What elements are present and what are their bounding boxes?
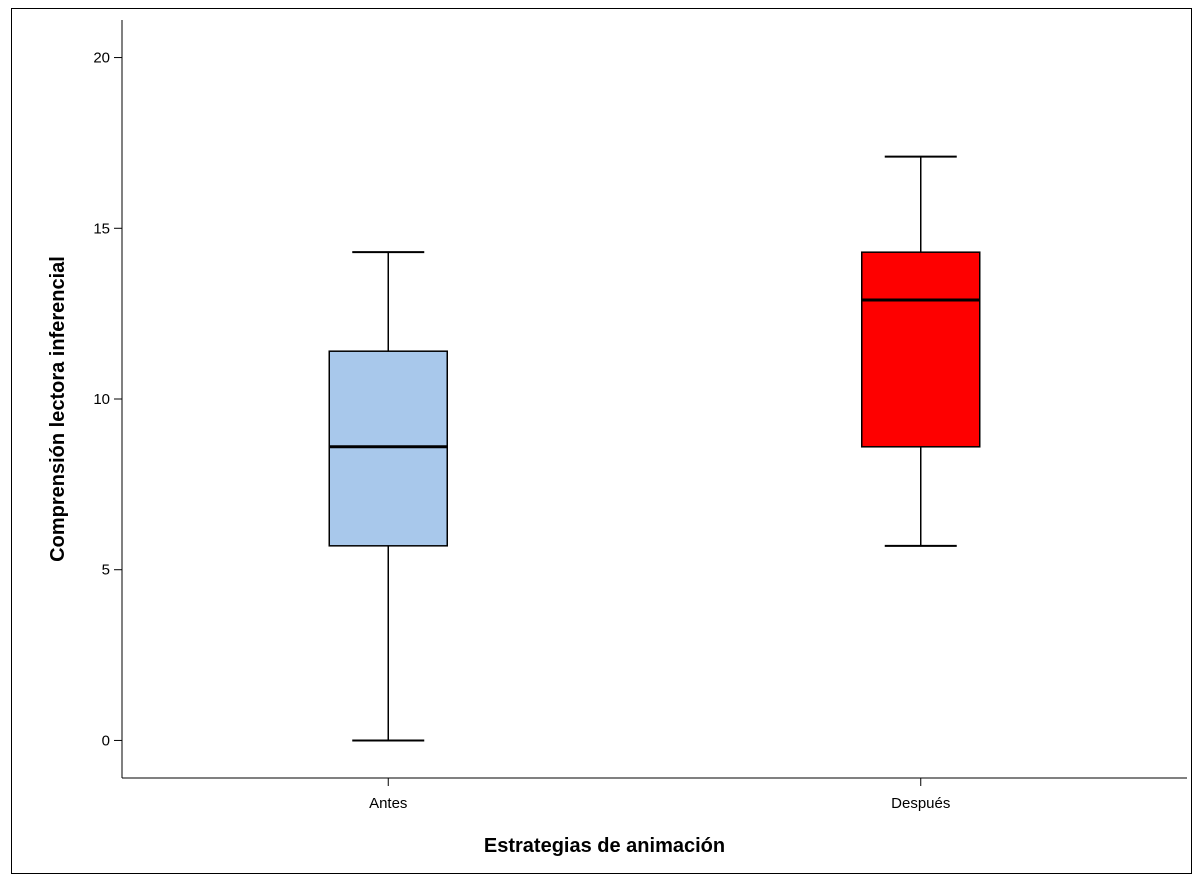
y-axis-title: Comprensión lectora inferencial	[47, 256, 69, 562]
y-ticks: 0 5 10 15 20	[93, 50, 122, 749]
y-tick-label: 0	[102, 732, 110, 749]
chart-frame	[11, 8, 1192, 874]
box-antes	[328, 251, 448, 742]
box-después	[861, 155, 981, 547]
x-ticks: Antes Después	[369, 778, 950, 812]
y-tick-label: 5	[102, 562, 110, 579]
axes	[121, 20, 1187, 779]
y-tick-label: 15	[93, 220, 110, 237]
y-tick-label: 10	[93, 391, 110, 408]
y-tick-label: 20	[93, 50, 110, 67]
x-tick-label: Antes	[369, 795, 407, 812]
x-axis-title: Estrategias de animación	[484, 835, 725, 857]
iqr-box	[328, 350, 448, 547]
x-tick-label: Después	[891, 795, 950, 812]
iqr-box	[861, 251, 981, 448]
boxes	[328, 155, 981, 742]
